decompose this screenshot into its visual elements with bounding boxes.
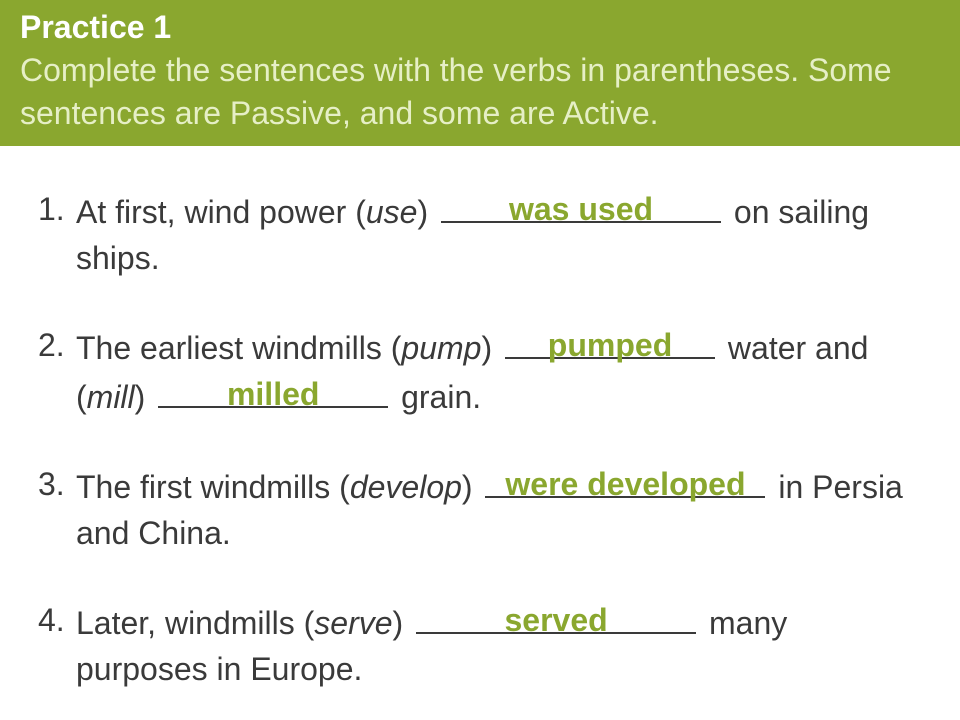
answer-text: pumped xyxy=(505,322,715,368)
answer-blank: was used xyxy=(441,186,721,223)
text-segment: The first windmills ( xyxy=(76,469,350,505)
text-segment: grain. xyxy=(392,379,481,415)
answer-blank: pumped xyxy=(505,322,715,359)
question-text: The first windmills (develop) were devel… xyxy=(76,461,922,557)
verb-hint: use xyxy=(366,194,418,230)
question-1: 1. At first, wind power (use) was used o… xyxy=(38,186,922,282)
question-4: 4. Later, windmills (serve) served many … xyxy=(38,597,922,693)
text-segment: Later, windmills ( xyxy=(76,605,314,641)
answer-blank: were developed xyxy=(485,461,765,498)
practice-instructions: Complete the sentences with the verbs in… xyxy=(20,49,940,135)
header: Practice 1 Complete the sentences with t… xyxy=(0,0,960,146)
text-segment: The earliest windmills ( xyxy=(76,330,401,366)
text-segment: ) xyxy=(417,194,437,230)
question-2: 2. The earliest windmills (pump) pumped … xyxy=(38,322,922,421)
text-segment: ) xyxy=(393,605,413,641)
body: 1. At first, wind power (use) was used o… xyxy=(0,146,960,693)
answer-blank: served xyxy=(416,597,696,634)
question-number: 2. xyxy=(38,322,76,421)
practice-title: Practice 1 xyxy=(20,6,940,49)
question-text: Later, windmills (serve) served many pur… xyxy=(76,597,922,693)
question-text: The earliest windmills (pump) pumped wat… xyxy=(76,322,922,421)
verb-hint: serve xyxy=(314,605,392,641)
answer-text: were developed xyxy=(485,461,765,507)
answer-blank: milled xyxy=(158,371,388,408)
text-segment: ) xyxy=(462,469,482,505)
question-number: 3. xyxy=(38,461,76,557)
text-segment: ) xyxy=(135,379,155,415)
slide: Practice 1 Complete the sentences with t… xyxy=(0,0,960,720)
answer-text: was used xyxy=(441,186,721,232)
text-segment: At first, wind power ( xyxy=(76,194,366,230)
answer-text: served xyxy=(416,597,696,643)
text-segment: ) xyxy=(481,330,501,366)
question-text: At first, wind power (use) was used on s… xyxy=(76,186,922,282)
question-number: 1. xyxy=(38,186,76,282)
verb-hint: develop xyxy=(350,469,462,505)
verb-hint: mill xyxy=(87,379,135,415)
verb-hint: pump xyxy=(401,330,481,366)
question-3: 3. The first windmills (develop) were de… xyxy=(38,461,922,557)
question-number: 4. xyxy=(38,597,76,693)
answer-text: milled xyxy=(158,371,388,417)
